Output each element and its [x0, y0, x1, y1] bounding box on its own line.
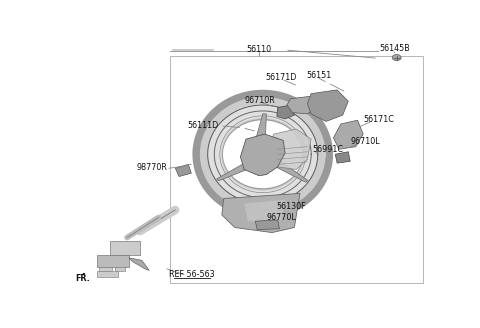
Polygon shape: [253, 114, 266, 150]
Polygon shape: [334, 120, 363, 149]
Polygon shape: [255, 220, 279, 230]
Bar: [97, 271, 118, 277]
Text: 56111D: 56111D: [188, 121, 219, 130]
Polygon shape: [175, 164, 192, 176]
Text: REF 56-563: REF 56-563: [169, 270, 215, 279]
Text: FR.: FR.: [75, 274, 90, 283]
Polygon shape: [110, 241, 140, 255]
Polygon shape: [287, 96, 317, 114]
Polygon shape: [97, 255, 129, 267]
Bar: [115, 267, 125, 271]
Polygon shape: [216, 159, 259, 181]
Bar: [170, 56, 423, 283]
Polygon shape: [307, 90, 348, 121]
Text: 56171D: 56171D: [265, 73, 297, 82]
Text: 56171C: 56171C: [364, 115, 395, 124]
Bar: [99, 267, 112, 271]
Polygon shape: [240, 134, 285, 176]
Polygon shape: [277, 105, 294, 119]
Text: 96710L: 96710L: [351, 137, 381, 146]
Text: 96770L: 96770L: [267, 214, 297, 222]
Polygon shape: [335, 152, 350, 163]
Polygon shape: [129, 258, 149, 271]
Polygon shape: [222, 194, 300, 233]
Text: 56110: 56110: [246, 45, 272, 54]
Text: 96710R: 96710R: [245, 96, 276, 105]
Text: 98770R: 98770R: [137, 163, 168, 173]
Polygon shape: [266, 156, 308, 182]
Polygon shape: [266, 129, 311, 170]
Text: 56130F: 56130F: [276, 202, 306, 211]
Text: 56151: 56151: [306, 71, 331, 80]
Polygon shape: [244, 200, 285, 221]
Circle shape: [392, 54, 401, 61]
Text: 56991C: 56991C: [312, 145, 343, 154]
Text: 56145B: 56145B: [379, 44, 410, 53]
